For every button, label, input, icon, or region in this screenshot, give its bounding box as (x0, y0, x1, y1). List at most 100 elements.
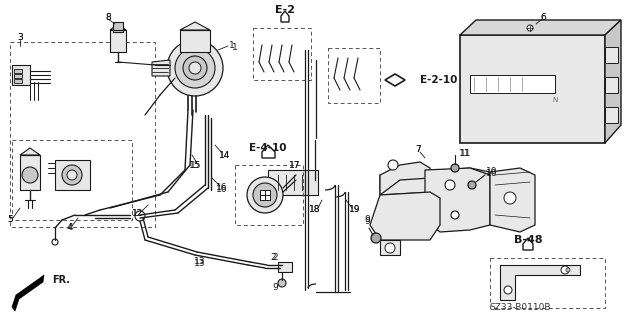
Text: 3: 3 (17, 33, 23, 42)
Circle shape (175, 48, 215, 88)
Text: 17: 17 (289, 160, 301, 169)
Circle shape (278, 279, 286, 287)
Text: 12: 12 (132, 209, 144, 218)
Polygon shape (523, 238, 533, 250)
Text: 17: 17 (289, 161, 301, 170)
Circle shape (388, 160, 398, 170)
Polygon shape (262, 145, 275, 158)
Text: 2: 2 (270, 254, 276, 263)
Text: 13: 13 (195, 258, 205, 268)
Polygon shape (370, 192, 440, 240)
Text: 19: 19 (349, 205, 361, 214)
Text: E-2: E-2 (275, 5, 295, 15)
Circle shape (504, 286, 512, 294)
Circle shape (527, 25, 533, 31)
Circle shape (385, 243, 395, 253)
Circle shape (561, 266, 569, 274)
Circle shape (451, 211, 459, 219)
Text: 6: 6 (540, 12, 546, 21)
Bar (260, 190, 270, 200)
Polygon shape (605, 77, 618, 93)
Polygon shape (490, 168, 535, 232)
Bar (110, 30, 126, 52)
Text: 10: 10 (486, 167, 498, 176)
Polygon shape (281, 11, 289, 22)
Bar (14, 69, 22, 73)
Bar (10, 42, 155, 227)
Polygon shape (12, 65, 30, 85)
Bar (460, 35, 605, 143)
Polygon shape (380, 162, 430, 195)
Bar (235, 165, 303, 225)
Circle shape (22, 167, 38, 183)
Polygon shape (425, 168, 490, 232)
Text: 4: 4 (67, 224, 73, 233)
Text: 18: 18 (309, 205, 321, 214)
Circle shape (167, 40, 223, 96)
Polygon shape (20, 148, 40, 155)
Polygon shape (110, 24, 126, 30)
Text: 14: 14 (220, 152, 230, 160)
Circle shape (135, 211, 145, 221)
Circle shape (504, 192, 516, 204)
Text: E-4-10: E-4-10 (249, 143, 287, 153)
Text: 16: 16 (216, 183, 228, 192)
Bar (14, 79, 22, 83)
Text: 12: 12 (132, 209, 144, 218)
Bar (113, 22, 123, 32)
Text: 7: 7 (415, 145, 421, 154)
Text: 14: 14 (220, 151, 230, 160)
Text: N: N (552, 97, 557, 103)
Circle shape (253, 183, 277, 207)
Circle shape (183, 56, 207, 80)
Polygon shape (605, 20, 621, 143)
Text: 2: 2 (272, 254, 278, 263)
Circle shape (189, 62, 201, 74)
Text: 13: 13 (195, 257, 205, 266)
Polygon shape (180, 22, 210, 30)
Text: 9: 9 (272, 283, 278, 292)
Polygon shape (152, 60, 170, 76)
Bar (12, 140, 132, 220)
Text: FR.: FR. (52, 275, 70, 285)
Polygon shape (460, 20, 621, 35)
Text: B-48: B-48 (514, 235, 542, 245)
Text: E-2-10: E-2-10 (420, 75, 458, 85)
Text: 15: 15 (190, 161, 202, 170)
Bar (14, 74, 22, 78)
Polygon shape (380, 240, 400, 255)
Text: 9: 9 (364, 216, 370, 225)
Text: 9: 9 (364, 218, 370, 226)
Polygon shape (605, 107, 618, 123)
Circle shape (52, 239, 58, 245)
Circle shape (371, 233, 381, 243)
Text: 5: 5 (7, 216, 13, 225)
Text: 8: 8 (105, 12, 111, 21)
Bar (490, 258, 605, 308)
Bar (470, 75, 555, 93)
Polygon shape (380, 168, 490, 195)
Polygon shape (605, 47, 618, 63)
Text: 3: 3 (17, 33, 23, 42)
Bar (253, 28, 311, 80)
Circle shape (67, 170, 77, 180)
Bar (180, 30, 210, 52)
Text: SZ33-B0110B: SZ33-B0110B (489, 303, 551, 313)
Bar (268, 170, 318, 195)
Bar (55, 160, 90, 190)
Circle shape (247, 177, 283, 213)
Text: 10: 10 (486, 169, 498, 179)
Text: 1: 1 (229, 41, 235, 50)
Text: 7: 7 (415, 145, 421, 154)
Text: 11: 11 (460, 149, 472, 158)
Bar (328, 48, 380, 103)
Circle shape (468, 181, 476, 189)
Text: 16: 16 (216, 184, 228, 194)
Circle shape (566, 268, 570, 272)
Text: 19: 19 (349, 205, 361, 214)
Polygon shape (385, 74, 405, 86)
Text: 15: 15 (189, 160, 201, 169)
Text: 6: 6 (540, 12, 546, 21)
Text: 5: 5 (7, 216, 13, 225)
Circle shape (62, 165, 82, 185)
